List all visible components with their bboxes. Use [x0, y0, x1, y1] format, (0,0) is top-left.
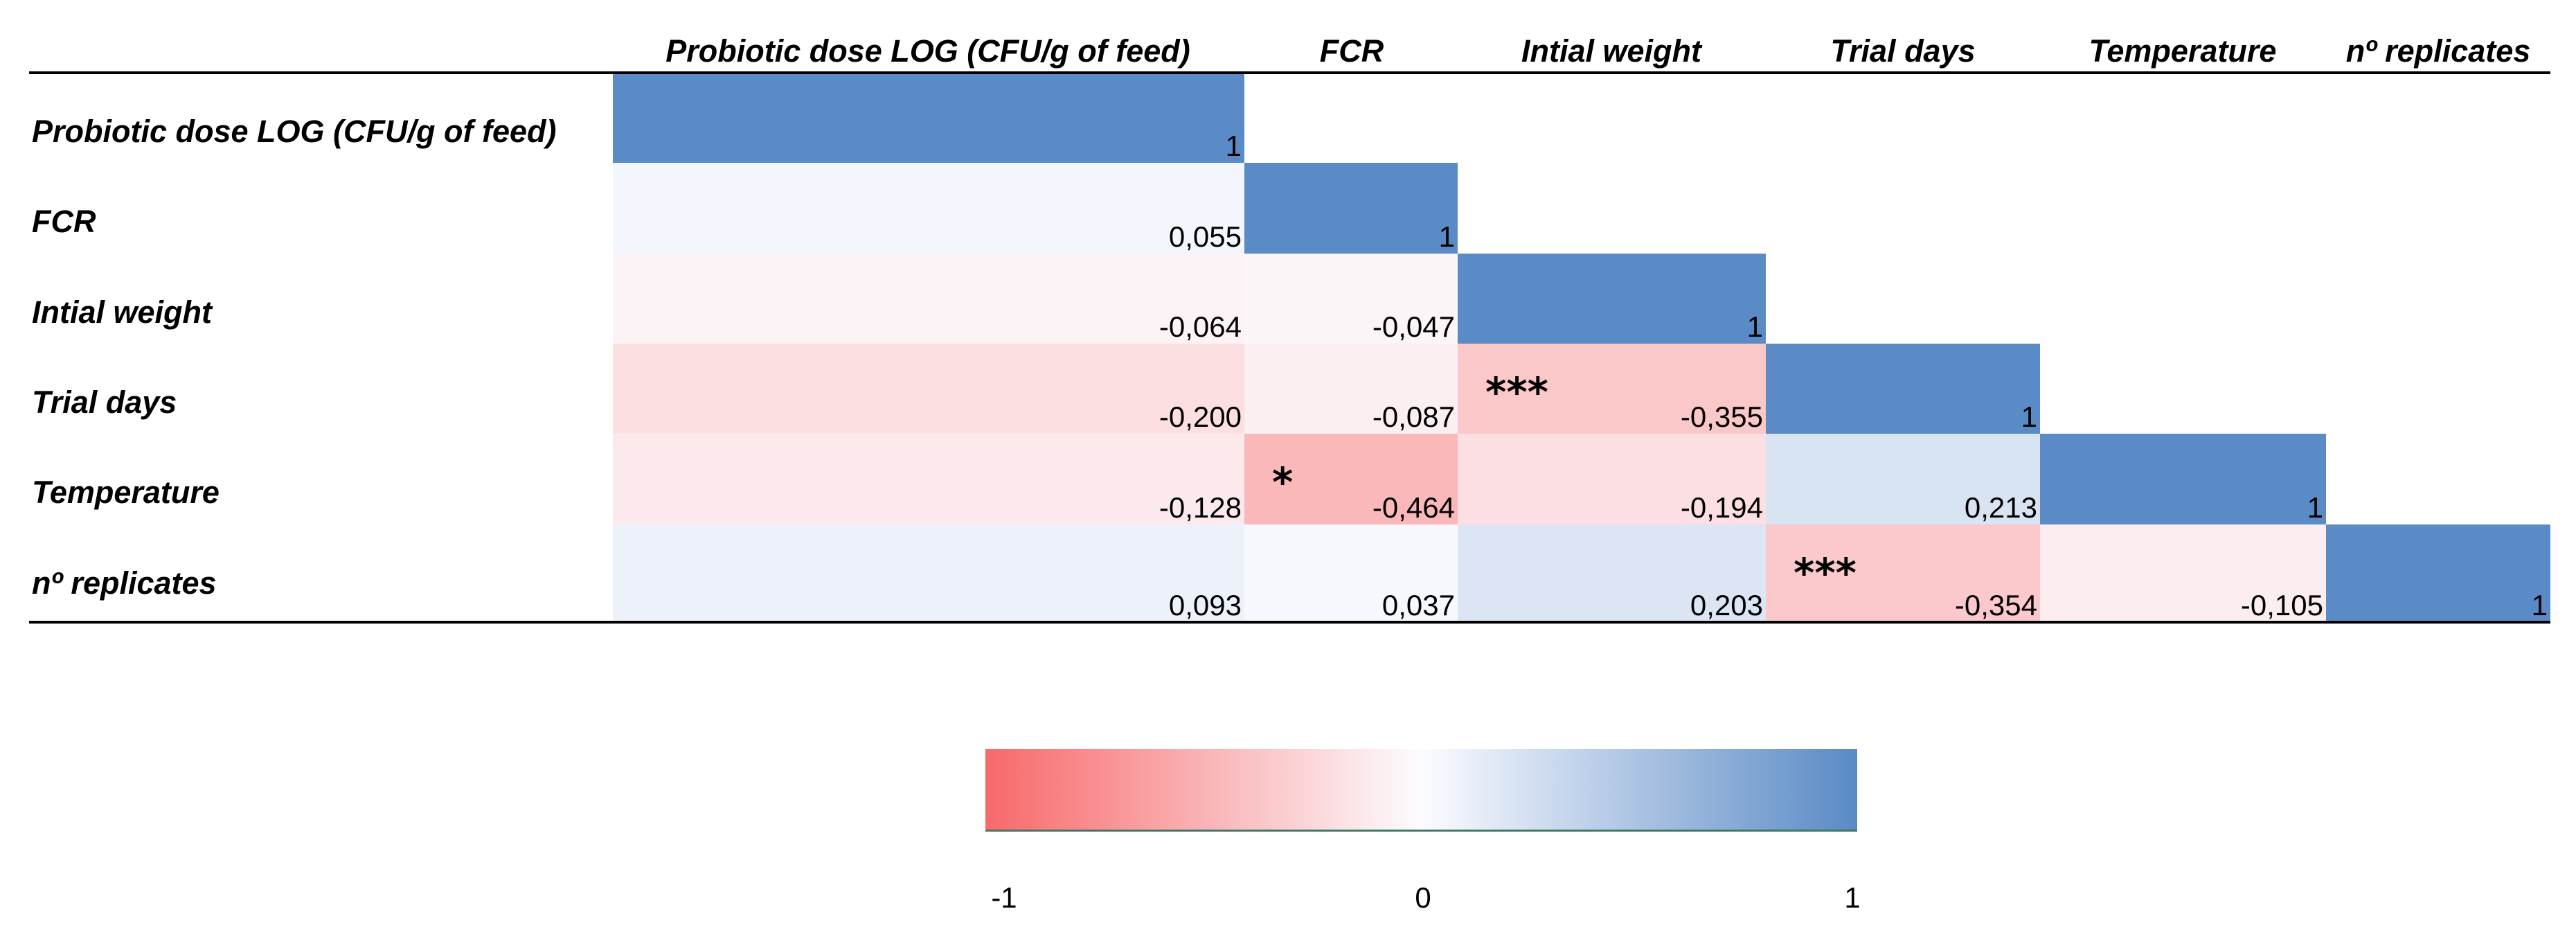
heatmap-cell: [613, 524, 1244, 622]
column-header: nº replicates: [2346, 33, 2531, 69]
significance-markers: *******: [1272, 369, 1857, 597]
cell-value-label: 1: [2021, 400, 2037, 433]
heatmap-cell: [1766, 524, 2040, 622]
cell-value-label: 1: [1226, 130, 1242, 162]
heatmap-cell: [1244, 254, 1458, 344]
column-header: Probiotic dose LOG (CFU/g of feed): [665, 33, 1190, 69]
color-scale-legend: -1 0 1: [985, 749, 1861, 914]
heatmap-cell: [1244, 344, 1458, 434]
cell-value-label: 1: [1439, 220, 1455, 253]
heatmap-cell: [1458, 344, 1766, 434]
row-header: FCR: [32, 204, 96, 239]
heatmap-cells: [613, 73, 2550, 622]
cell-value-label: -0,464: [1372, 491, 1455, 524]
row-header: nº replicates: [32, 565, 217, 601]
cell-value-label: -0,355: [1681, 400, 1763, 433]
row-header: Trial days: [32, 385, 177, 420]
heatmap-cell: [613, 434, 1244, 524]
cell-value-label: 0,213: [1965, 491, 2037, 524]
cell-value-label: 1: [2307, 491, 2323, 524]
cell-value-label: 0,203: [1690, 589, 1763, 621]
cell-value-label: 0,093: [1169, 589, 1242, 621]
cell-value-label: 0,037: [1382, 589, 1455, 621]
heatmap-cell: [1244, 163, 1458, 254]
cell-value-label: -0,200: [1159, 400, 1242, 433]
color-scale-tick-min: -1: [991, 881, 1017, 914]
cell-value-label: 1: [2532, 589, 2548, 621]
heatmap-cell: [1766, 344, 2040, 434]
heatmap-cell: [613, 254, 1244, 344]
color-scale-tick-max: 1: [1844, 881, 1860, 914]
heatmap-cell: [2040, 434, 2326, 524]
cell-value-label: -0,354: [1955, 589, 2037, 621]
heatmap-cell: [1458, 524, 1766, 622]
cell-value-label: -0,105: [2241, 589, 2323, 621]
cell-value-label: 1: [1747, 310, 1763, 343]
cell-value-label: -0,064: [1159, 310, 1242, 343]
heatmap-cell: [613, 163, 1244, 254]
heatmap-cell-labels: 1 0,055 1 -0,064 -0,047 1 -0,200 -0,087 -0,355 1 -…: [1159, 130, 2548, 621]
heatmap-cell: [1244, 524, 1458, 622]
column-header: Temperature: [2089, 33, 2277, 69]
significance-marker: ***: [1485, 369, 1548, 416]
heatmap-cell: [1458, 254, 1766, 344]
color-scale-tick-mid: 0: [1415, 881, 1431, 914]
row-header: Probiotic dose LOG (CFU/g of feed): [32, 114, 557, 149]
cell-value-label: 0,055: [1169, 220, 1242, 253]
heatmap-cell: [2326, 524, 2550, 622]
row-header: Temperature: [32, 475, 220, 510]
heatmap-cell: [1766, 434, 2040, 524]
color-scale-bar: [985, 749, 1857, 831]
heatmap-cell: [1244, 434, 1458, 524]
heatmap-cell: [613, 344, 1244, 434]
cell-value-label: -0,194: [1681, 491, 1763, 524]
row-header: Intial weight: [32, 294, 213, 330]
row-headers: Probiotic dose LOG (CFU/g of feed) FCR Int…: [32, 114, 557, 601]
cell-value-label: -0,047: [1372, 310, 1455, 343]
significance-marker: ***: [1794, 549, 1857, 597]
column-header: Trial days: [1830, 33, 1975, 69]
cell-value-label: -0,087: [1372, 400, 1455, 433]
significance-marker: *: [1272, 459, 1293, 506]
column-header: Intial weight: [1521, 33, 1703, 69]
heatmap-cell: [613, 73, 1244, 163]
heatmap-cell: [1458, 434, 1766, 524]
cell-value-label: -0,128: [1159, 491, 1242, 524]
column-headers: Probiotic dose LOG (CFU/g of feed) FCR Int…: [665, 33, 2530, 69]
heatmap-cell: [2040, 524, 2326, 622]
column-header: FCR: [1320, 33, 1384, 69]
